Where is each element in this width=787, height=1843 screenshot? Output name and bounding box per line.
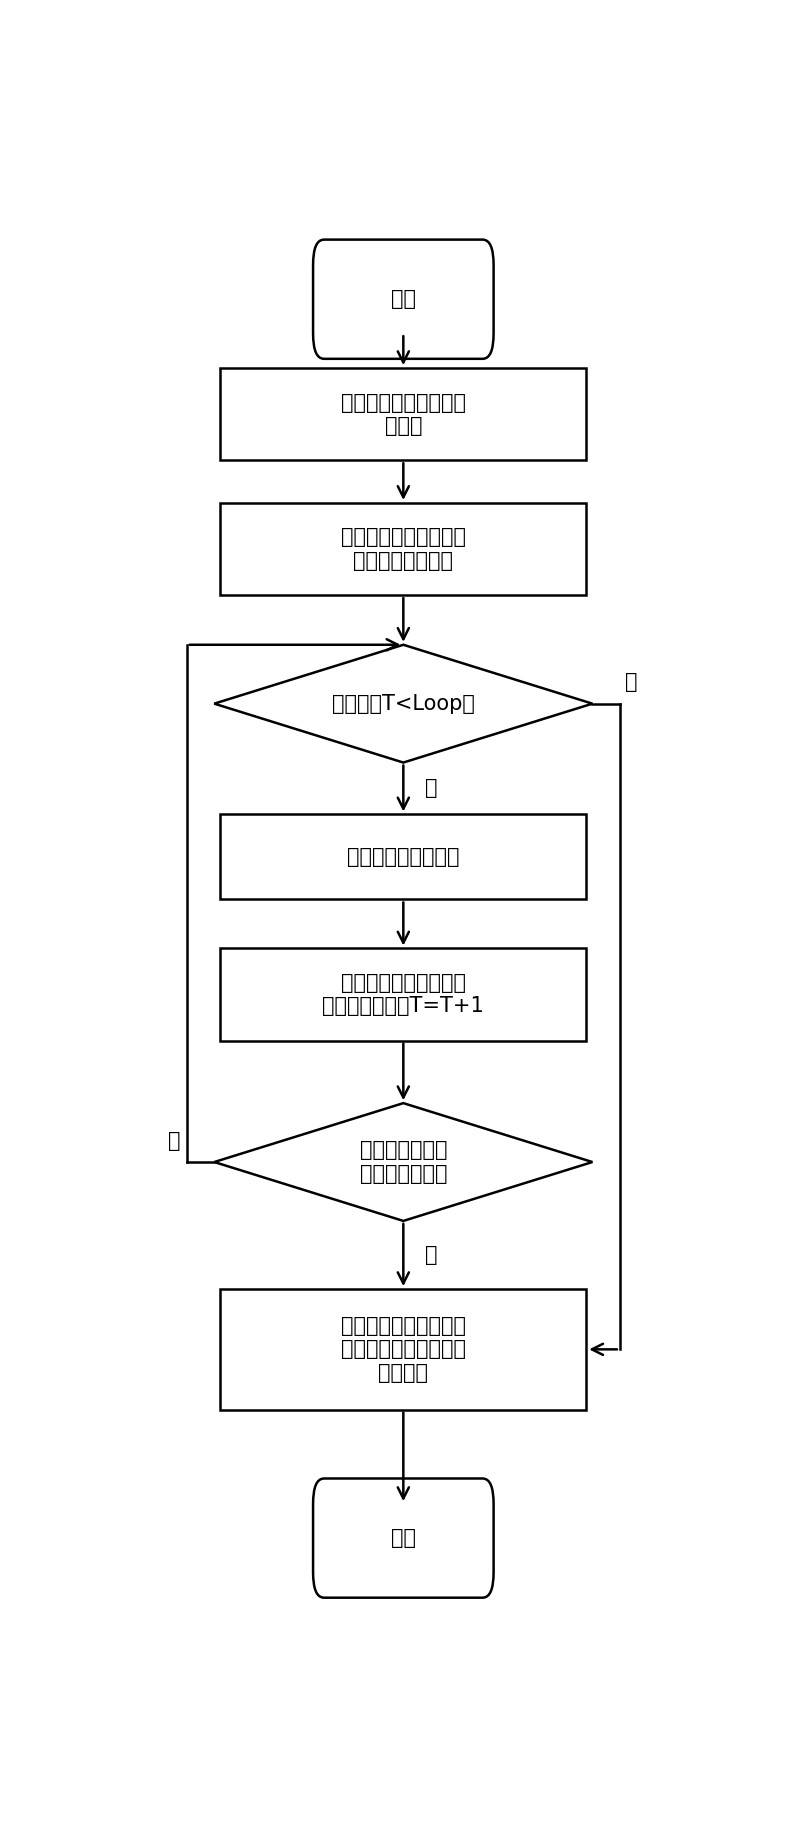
Text: 计算新的隶属度矩阵: 计算新的隶属度矩阵	[347, 848, 460, 866]
Text: 进行隶属度划分，得到
新的聚类中心，T=T+1: 进行隶属度划分，得到 新的聚类中心，T=T+1	[323, 973, 484, 1015]
Text: 开始: 开始	[391, 289, 416, 310]
Polygon shape	[214, 645, 593, 763]
Polygon shape	[214, 1104, 593, 1220]
Text: 判断目标函数是
否符合终止条件: 判断目标函数是 否符合终止条件	[360, 1141, 447, 1183]
Text: 是: 是	[425, 778, 438, 798]
Text: 是: 是	[425, 1246, 438, 1264]
FancyBboxPatch shape	[313, 1478, 493, 1598]
Text: 初始化基本参数、聚类
中心和隶属度矩阵: 初始化基本参数、聚类 中心和隶属度矩阵	[341, 527, 466, 571]
Bar	[220, 1288, 586, 1410]
Text: 输入乘客预约服务时间
等信息: 输入乘客预约服务时间 等信息	[341, 393, 466, 435]
Text: 迭代次数T<Loop？: 迭代次数T<Loop？	[332, 693, 475, 713]
Text: 结束: 结束	[391, 1528, 416, 1548]
FancyBboxPatch shape	[313, 240, 493, 359]
Bar	[220, 369, 586, 461]
Bar	[220, 503, 586, 595]
Text: 输出时段划分的聚类中
心、聚类数量和范围大
小等信息: 输出时段划分的聚类中 心、聚类数量和范围大 小等信息	[341, 1316, 466, 1382]
Bar	[220, 815, 586, 899]
Text: 否: 否	[168, 1130, 181, 1150]
Text: 否: 否	[625, 673, 637, 693]
Bar	[220, 949, 586, 1041]
